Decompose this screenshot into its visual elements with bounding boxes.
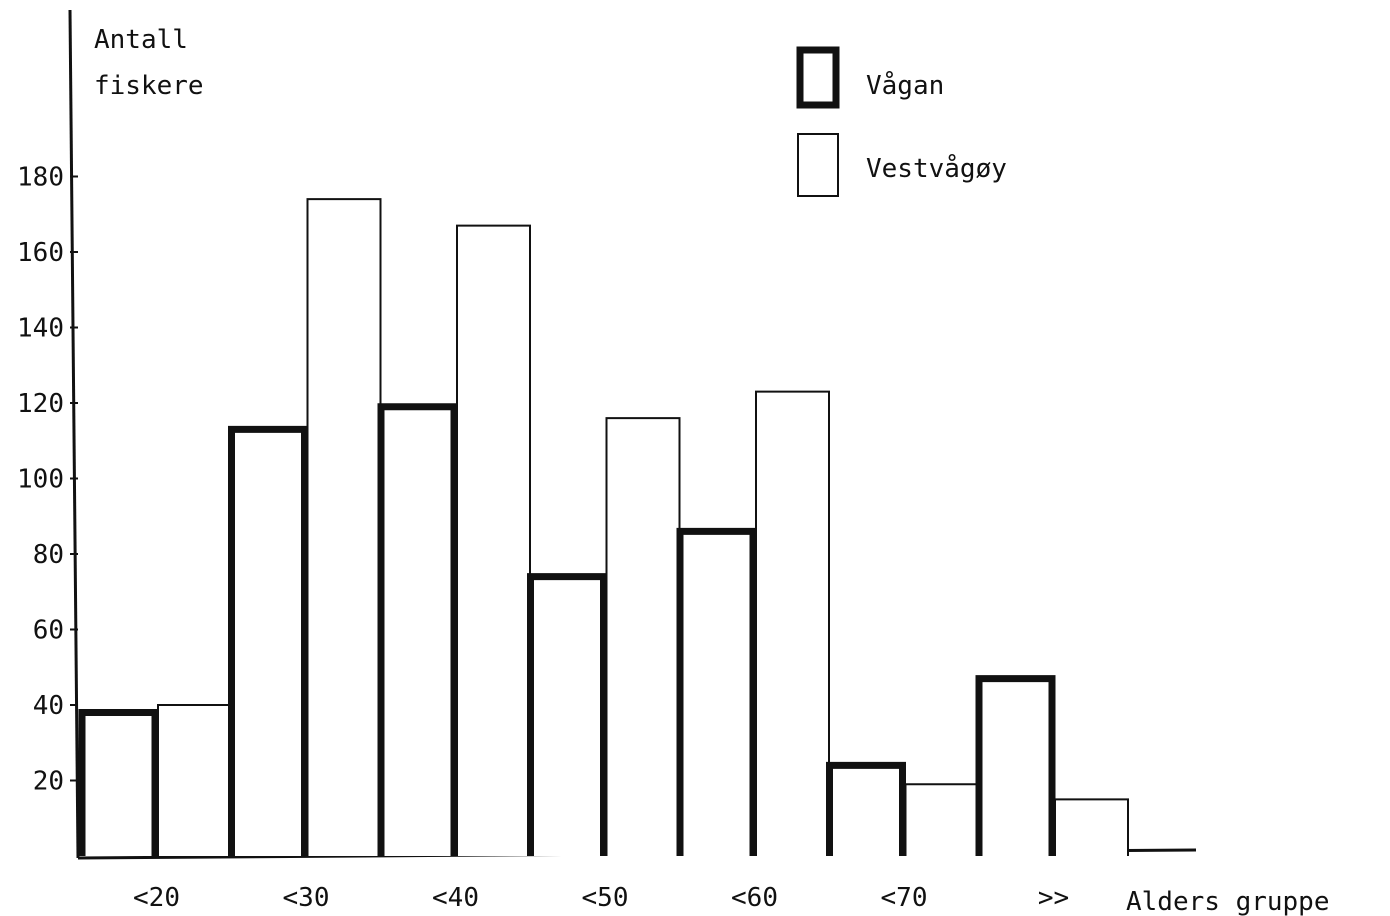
bar-vestvagoy	[904, 783, 980, 856]
x-category-label: <30	[283, 883, 330, 913]
legend-label-vagan: Vågan	[866, 70, 944, 101]
y-tick-label: 100	[17, 465, 64, 495]
legend-label-vestvagoy: Vestvågøy	[866, 153, 1007, 184]
y-tick-label: 20	[33, 767, 64, 797]
x-category-label: <60	[731, 883, 778, 913]
legend-swatch-vagan	[796, 46, 840, 109]
x-category-label: >>	[1038, 883, 1069, 913]
y-axis	[68, 9, 80, 859]
bar-vagan	[676, 527, 757, 856]
bar-vestvagoy	[306, 198, 382, 856]
y-axis-label-line-1: Antall	[94, 25, 188, 55]
bar-vestvagoy	[456, 224, 531, 856]
x-category-label: <50	[582, 883, 629, 913]
bar-vagan	[826, 761, 906, 856]
x-category-label: <40	[432, 883, 479, 913]
bar-vestvagoy	[755, 390, 830, 856]
y-tick-label: 120	[17, 389, 64, 419]
y-tick-label: 140	[17, 314, 64, 344]
x-category-label: <70	[881, 883, 928, 913]
bar-vagan	[377, 403, 458, 856]
y-tick-label: 160	[17, 238, 64, 268]
bar-vestvagoy	[605, 417, 681, 856]
bar-vestvagoy	[157, 704, 232, 856]
y-tick-label: 60	[33, 616, 64, 646]
bar-vagan	[78, 709, 159, 856]
legend-swatch-vestvagoy	[797, 133, 839, 197]
bar-vagan	[975, 675, 1056, 856]
bar-vagan	[527, 573, 607, 856]
x-axis-label: Alders gruppe	[1126, 887, 1330, 916]
y-axis-label-line-2: fiskere	[94, 71, 204, 101]
bar-vagan	[228, 425, 308, 856]
y-tick-label: 80	[33, 540, 64, 570]
bar-vestvagoy	[1054, 798, 1129, 856]
x-category-label: <20	[133, 883, 180, 913]
y-tick-label: 40	[33, 691, 64, 721]
y-tick-label: 180	[17, 163, 64, 193]
